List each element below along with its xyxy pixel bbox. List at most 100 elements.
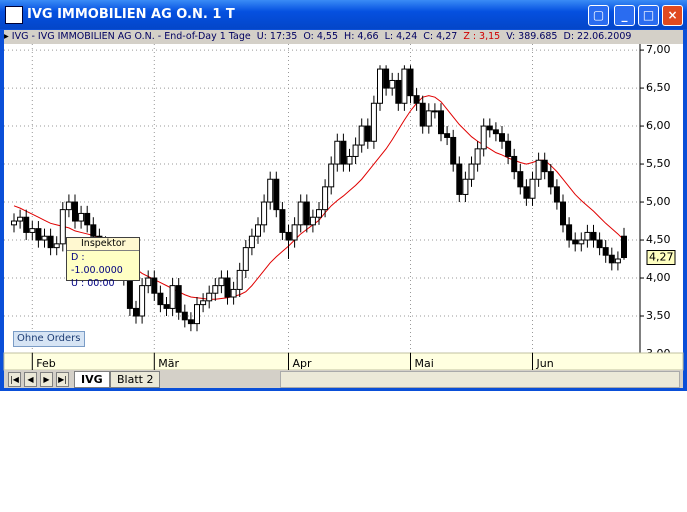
nav-next[interactable]: ▶ — [40, 372, 53, 387]
candle-body — [175, 285, 182, 313]
orders-button[interactable]: Ohne Orders — [13, 331, 85, 347]
candle-body — [285, 231, 292, 241]
candle-body — [279, 209, 286, 233]
candle-body — [212, 285, 219, 294]
candle-body — [596, 239, 603, 249]
nav-last[interactable]: ▶| — [56, 372, 69, 387]
info-value: 4,27 — [436, 31, 458, 42]
nav-prev[interactable]: ◀ — [24, 372, 37, 387]
candle-body — [492, 129, 499, 135]
candle-body — [377, 68, 383, 104]
y-tick-label: 5,00 — [646, 195, 671, 208]
candle-body — [35, 228, 42, 241]
window-title: IVG IMMOBILIEN AG O.N. 1 T — [27, 7, 235, 22]
candle-body — [438, 110, 444, 135]
info-bar: ▸ IVG - IVG IMMOBILIEN AG O.N. - End-of-D… — [4, 30, 683, 44]
x-tick-label: Mai — [415, 357, 434, 370]
candle-body — [224, 277, 231, 298]
candle-body — [157, 292, 164, 306]
candle-body — [194, 304, 200, 325]
x-tick-label: Jun — [536, 357, 554, 370]
info-value: 4,24 — [396, 31, 418, 42]
window: 3,003,504,004,505,005,506,006,507,004,27… — [0, 0, 687, 391]
candle-body — [84, 212, 91, 226]
candle-body — [72, 201, 78, 222]
candle-body — [151, 277, 158, 294]
info-key: Z : — [463, 31, 477, 42]
info-value: 4,66 — [357, 31, 379, 42]
candle-body — [480, 125, 487, 150]
candle-body — [316, 209, 322, 218]
minimize-button[interactable]: _ — [614, 5, 635, 26]
candle-body — [505, 140, 512, 157]
candle-body — [303, 201, 310, 226]
candle-body — [566, 224, 573, 241]
candle-body — [291, 224, 298, 241]
sheet-tab[interactable]: IVG — [74, 371, 110, 388]
y-tick-label: 7,00 — [646, 43, 671, 56]
info-key: L: — [384, 31, 394, 42]
candle-body — [236, 269, 243, 290]
restore-button[interactable]: ▢ — [588, 5, 609, 26]
candle-body — [462, 178, 469, 195]
candle-body — [218, 277, 225, 287]
candle-body — [297, 201, 304, 226]
candle-body — [53, 243, 60, 249]
candle-body — [590, 231, 597, 241]
candle-body — [535, 159, 542, 180]
maximize-button[interactable]: □ — [638, 5, 659, 26]
info-value: 3,15 — [479, 31, 501, 42]
candle-body — [621, 235, 627, 259]
inspector-panel[interactable]: Inspektor D : -1.00.0000 U : 00:00 — [66, 237, 140, 289]
info-key: V: — [506, 31, 516, 42]
candle-body — [200, 300, 207, 306]
info-value: 4,55 — [316, 31, 339, 42]
candle-body — [541, 159, 548, 173]
info-value: 389.685 — [518, 31, 558, 42]
candle-body — [248, 235, 255, 249]
candle-body — [578, 239, 585, 245]
scrollbar[interactable] — [280, 371, 680, 388]
candle-body — [364, 125, 371, 142]
candle-body — [499, 133, 505, 142]
candle-body — [59, 209, 66, 245]
candle-body — [133, 307, 139, 317]
candle-body — [383, 68, 390, 89]
candle-body — [261, 201, 268, 226]
candle-body — [468, 163, 475, 180]
candle-body — [572, 239, 579, 245]
candle-body — [352, 144, 359, 157]
candle-body — [389, 79, 396, 89]
last-price-label: 4,27 — [649, 251, 674, 264]
candle-body — [395, 79, 402, 104]
candle-body — [511, 155, 518, 173]
x-axis-strip — [3, 352, 684, 371]
candle-body — [255, 224, 261, 237]
info-label: IVG - IVG IMMOBILIEN AG O.N. - End-of-Da… — [11, 31, 251, 42]
candle-body — [309, 216, 316, 226]
y-tick-label: 4,00 — [646, 271, 671, 284]
candle-body — [340, 140, 347, 165]
y-tick-label: 4,50 — [646, 233, 671, 246]
info-key: D: — [563, 31, 575, 42]
y-tick-label: 6,50 — [646, 81, 671, 94]
close-button[interactable]: × — [662, 5, 683, 26]
candle-body — [474, 148, 481, 165]
candle-body — [401, 68, 408, 104]
candle-body — [206, 292, 213, 302]
info-value: 17:35 — [269, 31, 298, 42]
inspector-line: D : -1.00.0000 — [71, 252, 123, 276]
candle-body — [145, 277, 152, 287]
candle-body — [456, 163, 463, 195]
candle-body — [370, 102, 377, 142]
candle-body — [17, 216, 24, 222]
candle-body — [169, 285, 176, 309]
candle-body — [47, 235, 54, 249]
candle-body — [230, 288, 237, 298]
sheet-tab[interactable]: Blatt 2 — [110, 371, 161, 388]
candle-body — [29, 228, 36, 233]
candle-body — [358, 125, 365, 146]
candle-body — [11, 220, 17, 226]
nav-first[interactable]: |◀ — [8, 372, 21, 387]
candle-body — [413, 95, 420, 104]
